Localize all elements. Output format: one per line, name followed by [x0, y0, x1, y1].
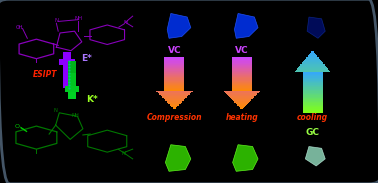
- Text: N: N: [123, 20, 127, 25]
- Text: Compression: Compression: [147, 113, 202, 122]
- Polygon shape: [305, 146, 325, 166]
- Polygon shape: [232, 145, 258, 171]
- Polygon shape: [166, 145, 191, 171]
- Text: OH: OH: [15, 25, 23, 30]
- Text: NH: NH: [72, 113, 79, 118]
- Text: N: N: [54, 108, 57, 113]
- Text: E*: E*: [81, 54, 92, 63]
- Polygon shape: [307, 17, 325, 38]
- Text: GC: GC: [305, 128, 319, 137]
- Polygon shape: [167, 14, 191, 38]
- Text: O: O: [15, 124, 20, 130]
- Text: NH: NH: [74, 16, 82, 21]
- Text: VC: VC: [168, 46, 181, 55]
- Text: K*: K*: [86, 95, 98, 104]
- Text: N: N: [54, 18, 59, 23]
- Text: cooling: cooling: [297, 113, 328, 122]
- Text: heating: heating: [225, 113, 258, 122]
- Text: ESIPT: ESIPT: [33, 70, 58, 79]
- Text: VC: VC: [235, 46, 248, 55]
- Polygon shape: [234, 14, 258, 38]
- Text: N: N: [122, 151, 125, 156]
